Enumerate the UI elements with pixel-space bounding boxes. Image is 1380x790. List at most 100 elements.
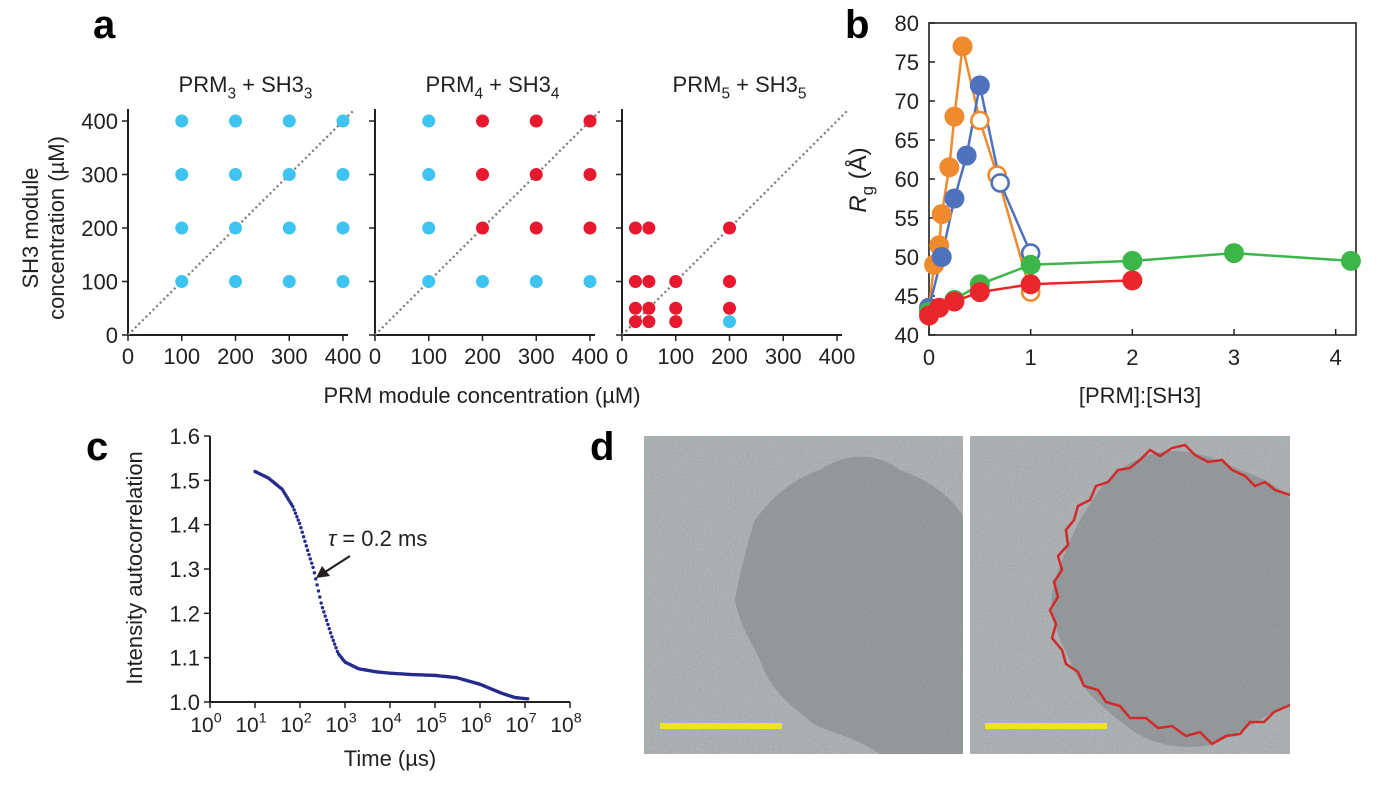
panel-label-c: c: [86, 425, 108, 469]
data-point: [296, 518, 300, 522]
y-axis-label-line1: SH3 module: [18, 167, 43, 288]
subplot-title-part: 5: [798, 86, 807, 103]
x-tick-label-part: 10: [370, 714, 393, 737]
data-point: [308, 557, 313, 561]
y-tick-label: 75: [895, 50, 919, 75]
x-tick-label: 4: [1330, 345, 1342, 370]
subplot-title-part: 3: [304, 86, 313, 103]
data-point-filled: [931, 247, 952, 267]
data-point: [319, 601, 323, 605]
data-point-red: [669, 275, 683, 288]
subplot-title-part: 4: [551, 86, 560, 103]
data-point-filled: [939, 157, 960, 178]
y-tick-label: 55: [895, 206, 919, 231]
data-point-filled: [956, 145, 977, 166]
x-tick-label: 100: [410, 344, 447, 369]
tau-annotation: τ = 0.2 ms: [328, 526, 427, 551]
data-point-blue: [282, 114, 296, 128]
data-point-blue: [336, 275, 350, 288]
y-axis-label: Intensity autocorrelation: [122, 451, 147, 685]
diagonal-line: [127, 109, 355, 336]
data-point: [299, 525, 303, 530]
x-tick-label: 400: [325, 344, 362, 369]
data-point-blue: [422, 114, 436, 128]
subplot-title-part: 3: [227, 86, 236, 103]
data-point-red: [529, 114, 543, 128]
data-point-blue: [583, 275, 597, 288]
data-point-blue: [175, 168, 189, 181]
x-tick-label-part: 10: [325, 714, 348, 737]
data-point: [301, 535, 306, 539]
x-tick-label: 100: [163, 344, 200, 369]
data-point-red: [628, 275, 642, 288]
y-axis-label: Rg (Å): [844, 147, 877, 212]
data-point-open: [990, 173, 1010, 193]
x-tick-label: 108: [550, 711, 581, 737]
x-tick-label: 103: [325, 711, 356, 737]
x-axis-label: PRM module concentration (µM): [323, 383, 640, 408]
y-axis-label-text: Rg (Å): [844, 147, 877, 212]
y-tick-label: 40: [895, 323, 919, 348]
data-point-red: [476, 114, 489, 128]
data-point-red: [642, 275, 656, 288]
data-point: [312, 571, 317, 575]
y-tick-label: 60: [895, 167, 919, 192]
data-point: [331, 638, 335, 643]
data-point-blue: [422, 168, 436, 181]
data-point-red: [669, 315, 683, 329]
x-tick-label: 200: [464, 344, 501, 369]
x-tick-label-part: 10: [505, 714, 528, 737]
y-axis-label-text: Intensity autocorrelation: [122, 451, 147, 685]
data-point: [304, 544, 308, 548]
x-tick-label: 300: [518, 344, 555, 369]
data-point: [293, 511, 298, 515]
data-point-filled: [929, 297, 950, 318]
tau-annotation-part: τ: [328, 526, 338, 551]
subplot-title: PRM4 + SH34: [426, 72, 560, 103]
data-point: [334, 646, 338, 650]
subplot-title-part: + SH3: [730, 72, 798, 97]
data-point-filled: [944, 188, 965, 209]
data-point-filled: [1224, 243, 1244, 264]
subplot-title-part: 5: [721, 86, 730, 103]
x-axis-label: Time (µs): [344, 746, 437, 771]
x-tick-label: 400: [819, 344, 856, 369]
data-point-red: [723, 301, 736, 315]
data-point: [303, 539, 307, 543]
subplot-title-part: 4: [474, 86, 483, 103]
data-point: [526, 697, 530, 701]
y-tick-label: 1.5: [169, 468, 200, 493]
data-point-red: [723, 275, 736, 288]
y-tick-label: 80: [895, 11, 919, 36]
data-point: [324, 618, 329, 622]
x-tick-label-part: 3: [349, 711, 357, 727]
data-point: [320, 605, 325, 610]
x-tick-label-part: 4: [394, 711, 402, 727]
data-point-red: [642, 301, 656, 315]
data-point-filled: [944, 291, 965, 312]
data-point-red: [669, 301, 683, 315]
data-point-filled: [969, 282, 990, 303]
data-point-filled: [944, 106, 965, 127]
y-tick-label: 100: [81, 270, 118, 295]
x-tick-label: 106: [460, 711, 491, 737]
y-tick-label: 300: [81, 163, 118, 188]
panel-label-b: b: [845, 3, 869, 47]
x-tick-label-part: 7: [529, 711, 537, 727]
y-tick-label: 1.4: [169, 513, 200, 538]
y-axis-label-text-part: R: [845, 195, 872, 212]
data-point-filled: [952, 36, 973, 57]
data-point-filled: [931, 204, 952, 225]
data-point-blue: [282, 275, 296, 288]
y-tick-label: 45: [895, 284, 919, 309]
data-point-blue: [336, 221, 350, 235]
x-tick-label-part: 1: [259, 711, 267, 727]
y-tick-label: 1.1: [169, 646, 200, 671]
subplot-title-part: PRM: [426, 72, 475, 97]
data-point-blue: [422, 275, 436, 288]
data-point-blue: [175, 275, 189, 288]
tau-annotation-part: = 0.2 ms: [336, 526, 427, 551]
data-point-blue: [336, 168, 350, 181]
data-point-blue: [229, 221, 242, 235]
